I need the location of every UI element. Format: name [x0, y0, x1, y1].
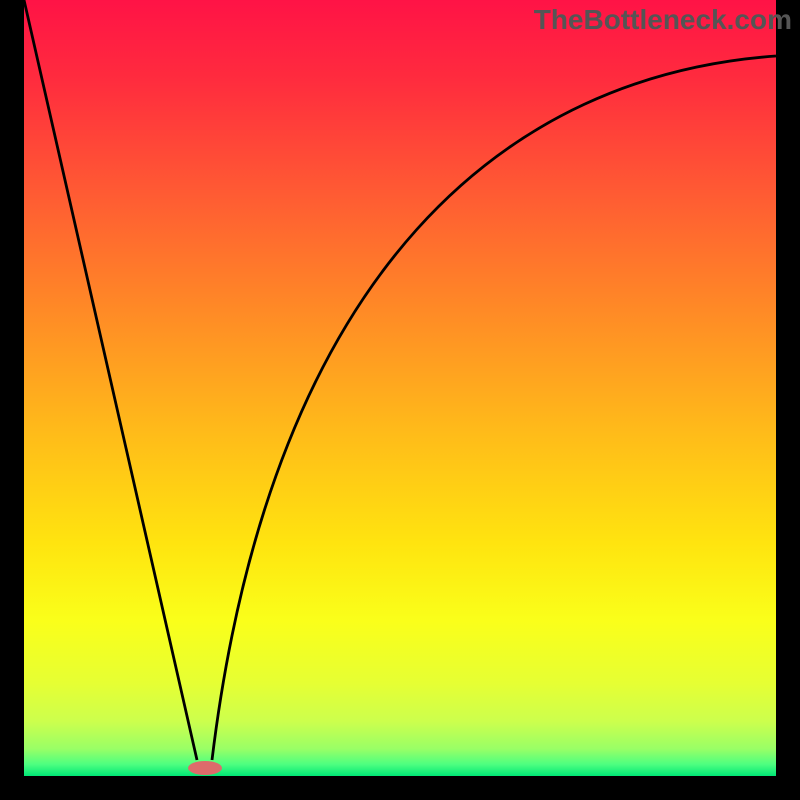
watermark-text: TheBottleneck.com — [534, 4, 792, 36]
chart-svg-overlay — [0, 0, 800, 800]
chart-root: TheBottleneck.com — [0, 0, 800, 800]
floor-marker — [188, 761, 222, 775]
curve-path — [24, 0, 776, 760]
